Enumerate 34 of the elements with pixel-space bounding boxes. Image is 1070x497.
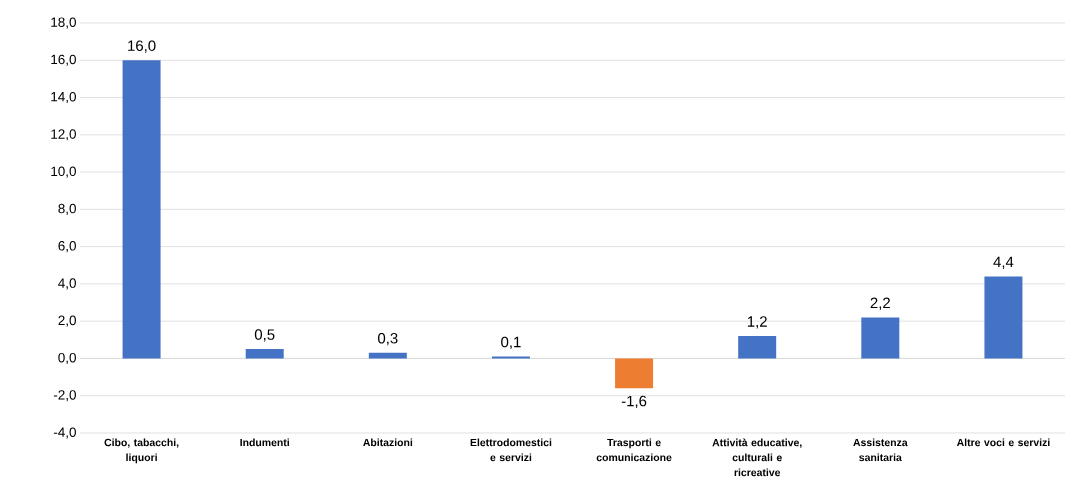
y-tick-label: 2,0: [58, 315, 76, 327]
bar: [738, 336, 777, 359]
x-tick-label: Attività educative, culturali e ricreative: [712, 438, 802, 477]
y-tick-label: 14,0: [51, 91, 76, 104]
data-label: 1,2: [747, 316, 767, 329]
y-tick-label: 0,0: [58, 352, 76, 364]
x-tick-label: Abitazioni: [363, 438, 413, 447]
y-tick-label: 18,0: [51, 17, 76, 29]
x-tick-label: Assistenza sanitaria: [853, 438, 908, 462]
bar: [984, 276, 1023, 359]
data-label: 0,3: [378, 332, 398, 346]
bar: [615, 358, 654, 389]
y-tick-label: 8,0: [58, 203, 76, 215]
bar: [122, 60, 161, 359]
bar: [861, 317, 900, 359]
data-label: 0,5: [254, 329, 275, 342]
x-tick-label: Indumenti: [240, 438, 289, 447]
y-tick-label: 12,0: [51, 129, 76, 141]
y-tick-label: -4,0: [53, 427, 76, 439]
x-tick-label: Altre voci e servizi: [956, 438, 1050, 447]
y-tick-label: 6,0: [58, 241, 76, 253]
y-tick-label: 16,0: [51, 54, 76, 66]
y-tick-label: 4,0: [58, 278, 76, 290]
y-tick-label: 10,0: [51, 166, 76, 178]
data-label: -1,6: [621, 395, 647, 409]
data-label: 2,2: [870, 297, 890, 310]
y-tick-label: -2,0: [53, 390, 76, 402]
bar: [245, 349, 284, 359]
data-label: 4,4: [993, 256, 1014, 269]
x-tick-label: Cibo, tabacchi, liquori: [104, 438, 179, 464]
data-label: 0,1: [501, 336, 521, 350]
data-label: 16,0: [128, 40, 156, 53]
x-tick-label: Trasporti e comunicazione: [596, 438, 672, 462]
x-tick-label: Elettrodomestici e servizi: [470, 438, 552, 462]
